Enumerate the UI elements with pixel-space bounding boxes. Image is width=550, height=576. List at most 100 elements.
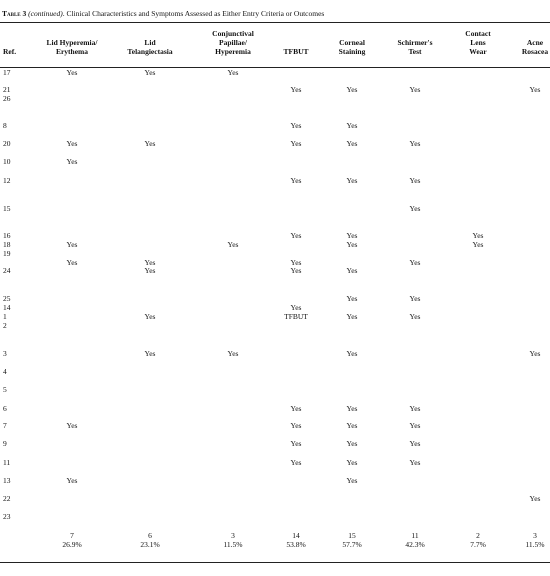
cell: Yes — [66, 139, 78, 148]
cell: Yes — [409, 458, 421, 467]
cell: Yes — [144, 139, 156, 148]
ref-cell: 7 — [3, 421, 7, 430]
column-header: Lid Hyperemia/ — [46, 38, 98, 47]
cell: Yes — [346, 139, 358, 148]
cell: Yes — [66, 240, 78, 249]
cell: Yes — [290, 85, 302, 94]
ref-cell: 12 — [3, 176, 11, 185]
ref-cell: 26 — [3, 94, 11, 103]
cell: Yes — [66, 157, 78, 166]
column-header: Rosacea — [521, 47, 549, 56]
ref-cell: 3 — [3, 349, 7, 358]
ref-cell: 25 — [3, 294, 11, 303]
cell: Yes — [346, 294, 358, 303]
cell: Yes — [346, 266, 358, 275]
cell: Yes — [290, 231, 302, 240]
count: 3 — [231, 531, 235, 540]
ref-cell: 6 — [3, 404, 7, 413]
ref-cell: 11 — [3, 458, 11, 467]
column-header: Staining — [338, 47, 366, 56]
percent: 57.7% — [342, 540, 362, 549]
cell: Yes — [144, 266, 156, 275]
cell: Yes — [346, 312, 358, 321]
column-header: Lid — [144, 38, 156, 47]
cell: Yes — [290, 439, 302, 448]
cell: Yes — [346, 476, 358, 485]
ref-cell: 22 — [3, 494, 11, 503]
bottom-rule — [0, 562, 550, 563]
cell: Yes — [227, 68, 239, 77]
cell: Yes — [227, 240, 239, 249]
column-header: Acne — [526, 38, 544, 47]
cell: Yes — [409, 294, 421, 303]
cell: Yes — [144, 349, 156, 358]
cell: Yes — [290, 404, 302, 413]
count: 2 — [476, 531, 480, 540]
ref-cell: 21 — [3, 85, 11, 94]
cell: Yes — [409, 85, 421, 94]
continued: (continued) — [28, 9, 63, 18]
column-header: Conjunctival — [212, 29, 254, 38]
cell: Yes — [290, 303, 302, 312]
cell: Yes — [346, 121, 358, 130]
count: 15 — [348, 531, 356, 540]
ref-cell: 17 — [3, 68, 11, 77]
percent: 23.1% — [140, 540, 160, 549]
cell: Yes — [346, 404, 358, 413]
percent: 7.7% — [470, 540, 486, 549]
cell: Yes — [346, 421, 358, 430]
ref-cell: 4 — [3, 367, 7, 376]
cell: Yes — [409, 176, 421, 185]
cell: Yes — [346, 240, 358, 249]
cell: Yes — [346, 231, 358, 240]
ref-cell: 20 — [3, 139, 11, 148]
column-header: Schirmer's — [397, 38, 433, 47]
ref-cell: 24 — [3, 266, 11, 275]
column-header: TFBUT — [283, 47, 309, 56]
column-header: Contact — [465, 29, 491, 38]
cell: Yes — [472, 240, 484, 249]
ref-cell: 15 — [3, 204, 11, 213]
ref-cell: 1 — [3, 312, 7, 321]
count: 7 — [70, 531, 74, 540]
cell: Yes — [346, 439, 358, 448]
title-text: . Clinical Characteristics and Symptoms … — [62, 9, 325, 18]
cell: Yes — [529, 494, 541, 503]
cell: Yes — [346, 176, 358, 185]
cell: Yes — [290, 266, 302, 275]
cell: Yes — [290, 176, 302, 185]
cell: Yes — [66, 476, 78, 485]
cell: Yes — [346, 85, 358, 94]
percent: 42.3% — [405, 540, 425, 549]
column-header: Hyperemia — [215, 47, 251, 56]
count: 14 — [292, 531, 300, 540]
percent: 11.5% — [223, 540, 243, 549]
column-header: Erythema — [55, 47, 89, 56]
cell: Yes — [409, 258, 421, 267]
cell: Yes — [409, 404, 421, 413]
percent: 26.9% — [62, 540, 82, 549]
column-header: Lens — [470, 38, 486, 47]
table-title: Table 3 (continued). Clinical Characteri… — [2, 9, 324, 18]
column-header: Telangiectasia — [127, 47, 173, 56]
percent: 53.8% — [286, 540, 306, 549]
cell: Yes — [472, 231, 484, 240]
percent: 11.5% — [525, 540, 545, 549]
cell: Yes — [144, 258, 156, 267]
column-header: Wear — [469, 47, 487, 56]
ref-cell: 23 — [3, 512, 11, 521]
cell: Yes — [346, 349, 358, 358]
cell: Yes — [290, 458, 302, 467]
ref-cell: 5 — [3, 385, 7, 394]
count: 3 — [533, 531, 537, 540]
column-header: Test — [408, 47, 422, 56]
ref-cell: 10 — [3, 157, 11, 166]
cell: Yes — [290, 258, 302, 267]
ref-cell: 13 — [3, 476, 11, 485]
ref-cell: 16 — [3, 231, 11, 240]
column-header: Ref. — [3, 47, 17, 56]
top-rule — [0, 22, 550, 23]
cell: Yes — [409, 439, 421, 448]
cell: Yes — [409, 421, 421, 430]
cell: Yes — [409, 312, 421, 321]
